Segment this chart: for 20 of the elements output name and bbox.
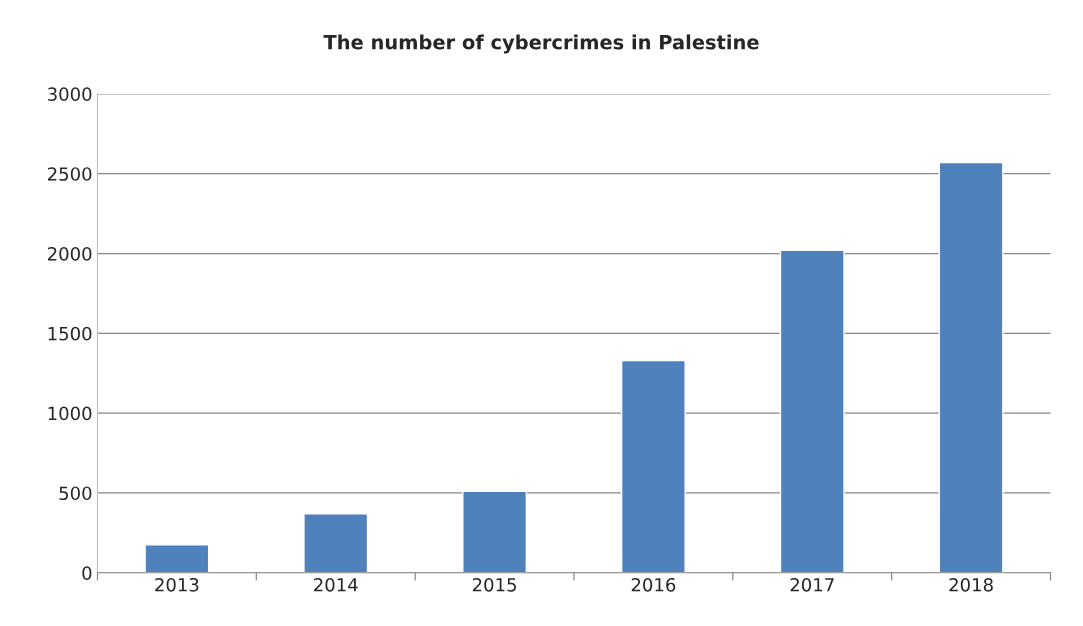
y-tick-label: 500 — [59, 486, 92, 501]
x-tick-label: 2016 — [631, 577, 676, 592]
bar — [620, 359, 686, 573]
bar — [779, 249, 845, 573]
chart-title: The number of cybercrimes in Palestine — [323, 34, 759, 54]
x-tick-label: 2018 — [949, 577, 993, 592]
y-tick-label: 1000 — [48, 406, 92, 421]
y-tick-label: 3000 — [48, 87, 92, 102]
x-tick-label: 2017 — [790, 577, 834, 592]
y-tick-label: 2000 — [47, 246, 92, 261]
y-tick-label: 0 — [82, 566, 92, 580]
bar — [303, 513, 369, 573]
x-tick-label: 2015 — [472, 577, 516, 592]
y-tick-label: 1500 — [48, 326, 92, 341]
x-tick-label: 2013 — [155, 577, 199, 592]
bar — [462, 490, 528, 573]
x-tick-label: 2014 — [314, 577, 358, 592]
bar — [144, 544, 210, 573]
y-tick-label: 2500 — [47, 167, 92, 181]
bar — [938, 161, 1004, 573]
